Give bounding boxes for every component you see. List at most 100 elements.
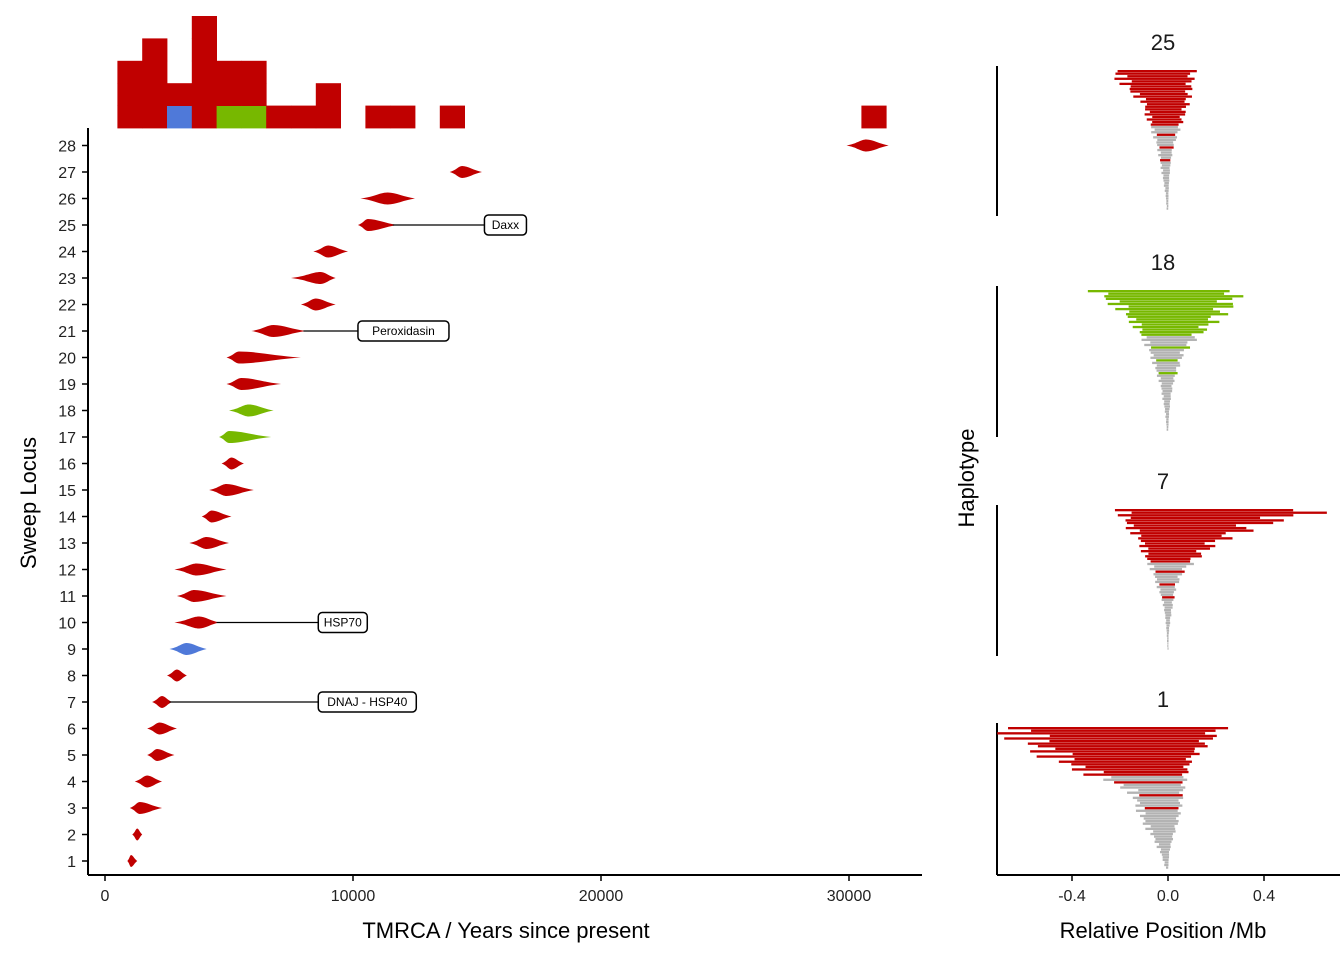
haplotype-segment (1140, 801, 1181, 805)
haplotype-segment (1164, 601, 1172, 604)
haplotype-segment (1108, 292, 1225, 295)
x-tick-label: 30000 (827, 888, 872, 905)
haplotype-segment (1161, 382, 1174, 385)
haplotype-segment (1164, 410, 1169, 413)
haplotype-segment (1103, 778, 1188, 781)
haplotype-segment (1130, 90, 1186, 93)
haplotype-segment (1142, 328, 1208, 331)
histogram-bar (191, 83, 217, 106)
haplotype-panel-title: 7 (1157, 469, 1169, 494)
haplotype-segment (1114, 77, 1195, 80)
y-tick-label: 12 (58, 563, 76, 580)
violin-locus-18 (229, 404, 274, 417)
haplotype-segment (1145, 812, 1181, 815)
violin-locus-1 (127, 855, 138, 867)
haplotype-segment (1144, 343, 1187, 347)
haplotype-segment (1155, 366, 1177, 370)
haplotype-segment (1128, 305, 1234, 308)
haplotype-segment (1143, 817, 1177, 820)
haplotype-segment (1157, 138, 1176, 142)
haplotype-segment (1160, 848, 1170, 851)
haplotype-segment (1139, 529, 1254, 532)
haplotype-segment (1145, 827, 1176, 831)
gene-label-box (357, 320, 450, 342)
x-axis-title: TMRCA / Years since present (362, 918, 649, 943)
y-tick-label: 26 (58, 192, 76, 209)
violin-locus-10 (174, 616, 220, 629)
violin-locus-24 (313, 245, 349, 258)
haplotype-segment (1115, 307, 1214, 311)
histogram-bar (191, 16, 217, 39)
haplotype-segment (1160, 377, 1174, 380)
haplotype-segment (1166, 413, 1170, 416)
haplotype-segment (1156, 369, 1177, 372)
y-tick-label: 2 (67, 828, 76, 845)
histogram-bar (315, 105, 341, 129)
haplotype-segment (1160, 384, 1172, 388)
haplotype-segment (1166, 207, 1169, 210)
haplotype-segment (1146, 118, 1182, 121)
haplotype-segment (1150, 832, 1173, 836)
y-tick-label: 14 (58, 510, 76, 527)
haplotype-segment (1165, 192, 1169, 195)
haplotype-segment (1131, 80, 1192, 83)
violin-locus-14 (201, 510, 232, 523)
violin-locus-23 (291, 272, 336, 284)
haplotype-segment (1161, 598, 1174, 602)
haplotype-segment (1139, 92, 1188, 96)
haplotype-segment (1161, 171, 1170, 175)
haplotype-segment (1145, 105, 1186, 108)
violin-locus-8 (167, 669, 187, 682)
haplotype-segment (1115, 72, 1191, 75)
haplotype-segment (1167, 647, 1169, 650)
haplotype-segment (1157, 148, 1172, 152)
histogram-bar (439, 105, 465, 129)
haplotype-segment (1153, 136, 1178, 139)
haplotype-segment (1136, 318, 1208, 321)
haplotype-segment (1166, 619, 1170, 622)
haplotype-segment (1129, 310, 1220, 313)
haplotype-segment (1150, 351, 1180, 354)
haplotype-segment (1127, 315, 1211, 318)
haplotype-panel-title: 18 (1151, 250, 1175, 275)
haplotype-segment (1036, 755, 1192, 758)
histogram-bar (390, 105, 416, 129)
x-tick-label: 20000 (579, 888, 624, 905)
haplotype-segment (1167, 644, 1169, 648)
haplotype-segment (1165, 407, 1170, 411)
haplotype-segment (1167, 642, 1169, 645)
violin-locus-5 (147, 749, 175, 761)
violin-locus-25 (357, 219, 398, 231)
histogram-bar (117, 105, 143, 129)
haplotype-segment (1154, 565, 1187, 568)
histogram-bar (142, 105, 168, 129)
haplotype-segment (1166, 634, 1169, 637)
haplotype-segment (1107, 302, 1233, 306)
haplotype-segment (1156, 585, 1175, 589)
haplotype-segment (1152, 120, 1184, 124)
haplotype-segment (1145, 819, 1179, 823)
haplotype-segment (1160, 151, 1172, 154)
y-tick-label: 9 (67, 642, 76, 659)
haplotype-segment (1150, 123, 1179, 126)
haplotype-segment (1164, 182, 1169, 185)
haplotype-segment (1165, 614, 1172, 617)
haplotype-segment (1158, 843, 1171, 846)
haplotype-segment (1157, 143, 1174, 147)
violin-locus-28 (846, 139, 889, 152)
haplotype-segment (1141, 534, 1222, 537)
y-tick-label: 25 (58, 218, 76, 235)
haplotype-segment (1162, 389, 1173, 393)
y-tick-label: 17 (58, 430, 76, 447)
haplotype-segment (1085, 765, 1184, 769)
haplotype-segment (1049, 739, 1199, 743)
histogram-bar (117, 60, 143, 84)
haplotype-segment (1166, 629, 1170, 632)
haplotype-segment (1156, 364, 1181, 367)
haplotype-segment (1130, 532, 1226, 535)
haplotype-segment (1037, 745, 1208, 748)
haplotype-segment (1155, 838, 1174, 841)
haplotype-segment (1160, 156, 1172, 159)
haplotype-segment (1153, 573, 1183, 576)
histogram-bar (861, 105, 887, 129)
